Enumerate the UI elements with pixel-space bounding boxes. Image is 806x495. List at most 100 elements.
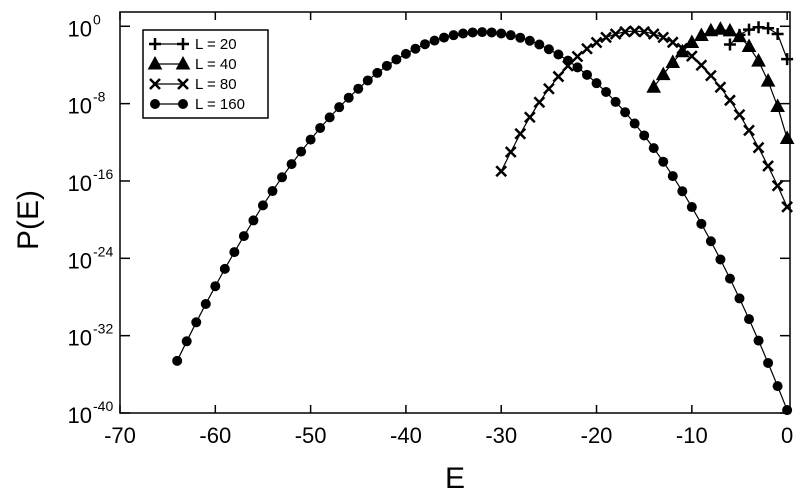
marker [655,66,671,81]
marker [572,62,583,73]
marker [723,38,736,51]
marker [448,30,459,41]
marker [477,27,488,38]
marker [696,218,707,229]
marker [315,123,326,134]
marker [495,165,508,178]
marker [620,107,631,118]
y-tick-label: 10 [68,326,92,351]
marker [343,92,354,103]
marker [458,28,469,39]
marker [722,22,738,37]
marker [210,281,221,292]
x-tick-label: 0 [781,423,793,448]
marker [752,141,765,154]
x-tick-label: -50 [295,423,327,448]
y-tick-label: 10 [68,248,92,273]
marker [732,28,747,43]
marker [505,30,516,41]
marker [762,160,774,172]
marker [741,38,757,53]
marker [684,34,700,49]
marker [763,357,774,368]
marker [429,35,440,46]
marker [771,27,784,40]
marker [713,21,728,35]
y-tick-exponent: 0 [93,11,101,27]
marker [562,55,573,66]
marker [467,27,478,38]
marker [248,215,259,226]
marker [353,83,364,94]
marker [743,124,755,137]
marker [515,32,526,43]
marker [705,69,717,82]
marker [666,36,679,49]
marker [514,127,527,140]
marker [658,156,669,167]
marker [372,67,383,78]
legend-label: L = 80 [195,76,237,93]
marker [714,81,727,94]
marker [771,179,784,192]
marker [200,298,211,309]
marker [524,35,535,46]
marker [229,247,240,258]
marker [553,49,564,60]
x-tick-label: -30 [485,423,517,448]
marker [523,111,536,124]
marker [782,405,793,416]
marker [646,79,662,93]
marker [590,36,603,49]
marker [677,186,688,197]
y-tick-exponent: -8 [93,89,106,105]
marker [296,146,307,157]
marker [762,22,775,35]
marker [744,314,755,325]
marker [600,31,612,44]
marker [257,200,268,211]
y-axis-label: P(E) [12,190,45,250]
y-tick-exponent: -24 [93,243,113,259]
marker [665,54,681,68]
y-tick-exponent: -40 [93,398,113,414]
marker [542,82,555,95]
marker [629,118,640,129]
marker [219,263,230,274]
y-tick-label: 10 [68,94,92,119]
marker [772,381,783,392]
marker [543,44,554,55]
marker [581,42,593,55]
marker [486,27,497,38]
marker [533,96,546,109]
legend-marker [149,38,161,50]
marker [619,25,632,38]
marker [609,28,622,40]
marker [779,130,795,144]
legend-marker [177,78,189,90]
marker [695,59,708,72]
marker [610,96,621,107]
marker [362,75,373,86]
marker [648,143,659,154]
marker [267,186,278,197]
marker [686,202,697,213]
marker [770,98,785,113]
marker [781,53,794,66]
marker [743,23,756,36]
marker [705,236,716,247]
marker [647,28,660,40]
marker [724,273,735,284]
marker [552,70,565,83]
legend-marker [177,38,189,50]
legend-marker [175,55,191,70]
x-tick-label: -10 [676,423,708,448]
x-tick-label: -70 [104,423,136,448]
marker [238,231,249,242]
marker [419,39,430,50]
marker [657,31,670,44]
marker [381,60,392,71]
marker [439,32,450,43]
